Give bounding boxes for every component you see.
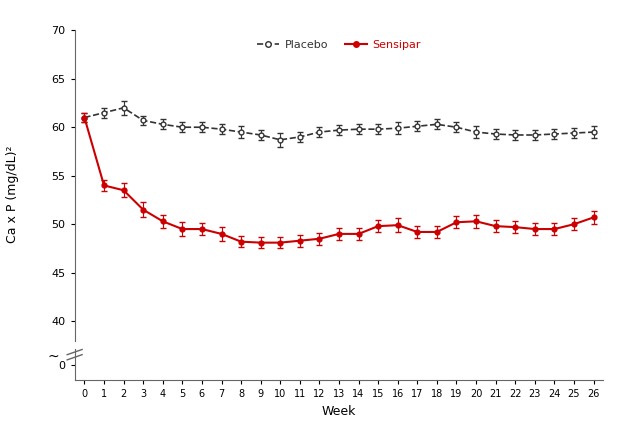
Legend: Placebo, Sensipar: Placebo, Sensipar bbox=[253, 36, 425, 55]
Text: Ca x P (mg/dL)²: Ca x P (mg/dL)² bbox=[6, 146, 19, 243]
X-axis label: Week: Week bbox=[322, 405, 356, 418]
Text: ~: ~ bbox=[47, 349, 58, 363]
